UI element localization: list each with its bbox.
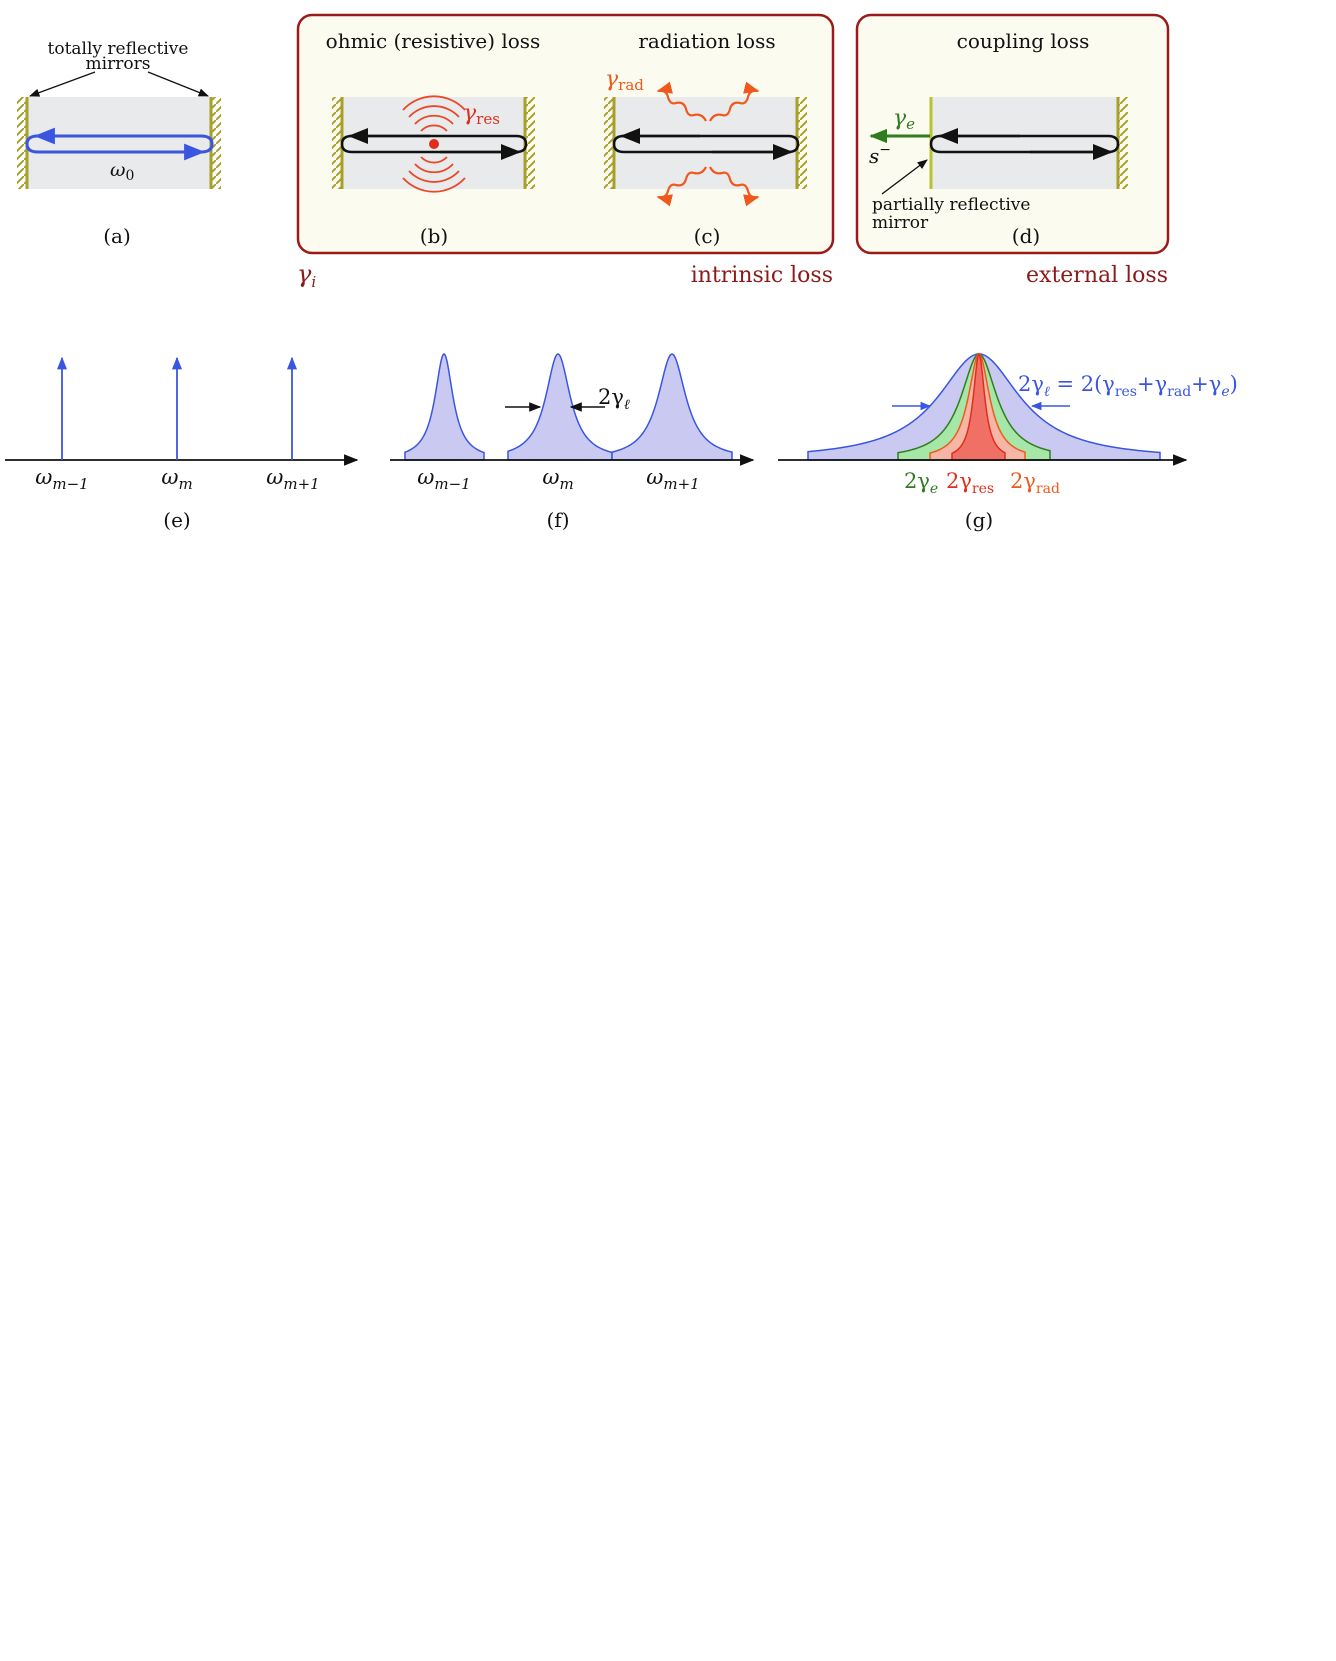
mirror-hatch-right-d (1119, 97, 1128, 189)
panel-f: 2γℓ ωm−1 ωm ωm+1 (f) (390, 353, 755, 532)
partial-mirror-line2: mirror (872, 213, 929, 233)
panel-g: 2γℓ = 2(γres+γrad+γe) 2γe 2γres 2γrad (g… (778, 352, 1238, 532)
external-loss-label: external loss (1026, 263, 1168, 288)
mirror-hatch-right-a (212, 97, 221, 189)
pointer-left-a (29, 71, 96, 97)
caption-a: (a) (103, 224, 131, 248)
mirror-hatch-right-c (798, 97, 807, 189)
gamma-rad-label: γrad (605, 67, 644, 94)
partial-mirror-line1: partially reflective (872, 195, 1030, 215)
title-b: ohmic (resistive) loss (326, 29, 541, 53)
lorentzian-1 (404, 353, 485, 461)
f-omega-m-1: ωm−1 (417, 465, 470, 493)
resistive-particle (429, 139, 439, 149)
lorentzian-res (951, 352, 1006, 461)
cavity-a (27, 97, 211, 189)
intrinsic-loss-label: intrinsic loss (691, 263, 833, 288)
cavity-d (931, 97, 1118, 189)
cavity-c (614, 97, 797, 189)
mirror-hatch-left-c (604, 97, 613, 189)
title-c: radiation loss (638, 29, 775, 53)
mirror-hatch-right-b (526, 97, 535, 189)
heat-waves (402, 95, 466, 193)
e-omega-m-1: ωm−1 (35, 465, 88, 493)
g-legend-rad: 2γrad (1010, 469, 1060, 497)
e-omega-m+1: ωm+1 (266, 465, 319, 493)
radiation-arrows (656, 81, 760, 207)
mirror-label-line1: totally reflective (48, 39, 189, 59)
mirror-hatch-left-b (332, 97, 341, 189)
gamma-res-label: γres (463, 101, 500, 128)
panel-e: ωm−1 ωm ωm+1 (e) (5, 356, 359, 532)
caption-f: (f) (546, 508, 569, 532)
f-width-label: 2γℓ (598, 385, 630, 413)
lorentzian-3 (611, 353, 733, 461)
mirror-hatch-left-a (17, 97, 26, 189)
f-omega-m+1: ωm+1 (646, 465, 699, 493)
e-omega-m: ωm (161, 465, 192, 493)
caption-b: (b) (420, 224, 448, 248)
caption-d: (d) (1012, 224, 1040, 248)
lorentzian-2 (507, 353, 613, 461)
gamma-i-label: γi (297, 260, 316, 291)
g-legend-res: 2γres (946, 469, 994, 497)
pointer-partial-mirror (881, 159, 928, 195)
panel-c: radiation loss γrad (c) (604, 29, 807, 248)
pointer-right-a (147, 71, 209, 97)
caption-g: (g) (965, 508, 993, 532)
f-omega-m: ωm (542, 465, 573, 493)
panel-d: coupling loss γe s− partially reflective… (869, 29, 1128, 248)
mirror-label-line2: mirrors (86, 54, 151, 74)
panel-a: totally reflective mirrors ω0 (a) (17, 39, 221, 248)
caption-c: (c) (694, 224, 721, 248)
gamma-e-label: γe (893, 106, 915, 133)
g-legend-e: 2γe (904, 469, 938, 497)
title-d: coupling loss (957, 29, 1090, 53)
intrinsic-loss-box (296, 13, 835, 255)
s-minus-label: s− (869, 142, 891, 168)
caption-e: (e) (163, 508, 190, 532)
g-formula: 2γℓ = 2(γres+γrad+γe) (1018, 372, 1238, 400)
panel-b: ohmic (resistive) loss γres (b) (326, 29, 541, 248)
omega0-label: ω0 (110, 159, 134, 184)
